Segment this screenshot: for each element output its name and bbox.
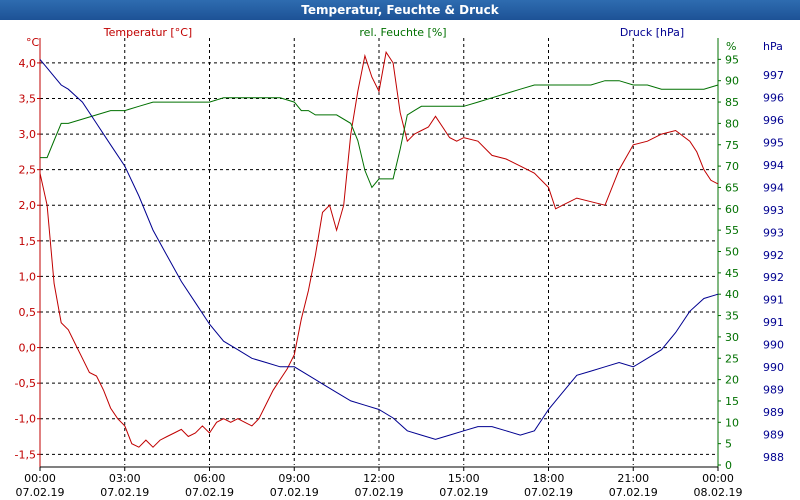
humidity-tick-label: 0 xyxy=(725,459,732,472)
axes-group: -1,5 -1,0 -0,5 0,0 0,5 1,0 1,5 2,0 2,5 3,0 3,5 4,0 0… xyxy=(15,53,784,499)
pressure-tick-label: 989 xyxy=(763,384,784,397)
humidity-tick-label: 15 xyxy=(725,395,739,408)
pressure-tick-label: 996 xyxy=(763,91,784,104)
x-tick-date-label: 07.02.19 xyxy=(100,486,149,499)
temperature-axis-label: Temperatur [°C] xyxy=(103,26,192,39)
humidity-tick-label: 45 xyxy=(725,267,739,280)
humidity-tick-label: 55 xyxy=(725,224,739,237)
temperature-tick-label: -1,5 xyxy=(15,448,36,461)
humidity-axis-label: rel. Feuchte [%] xyxy=(359,26,446,39)
x-tick-date-label: 07.02.19 xyxy=(16,486,65,499)
humidity-tick-label: 95 xyxy=(725,53,739,66)
temperature-tick-label: -1,0 xyxy=(15,413,36,426)
humidity-tick-label: 50 xyxy=(725,246,739,259)
temperature-tick-label: 1,0 xyxy=(19,270,37,283)
chart-title-bar: Temperatur, Feuchte & Druck xyxy=(0,0,800,21)
temperature-tick-label: 2,5 xyxy=(19,164,37,177)
humidity-tick-label: 75 xyxy=(725,139,739,152)
pressure-tick-label: 989 xyxy=(763,406,784,419)
pressure-tick-label: 992 xyxy=(763,271,784,284)
humidity-tick-label: 90 xyxy=(725,75,739,88)
humidity-tick-label: 10 xyxy=(725,416,739,429)
humidity-tick-label: 35 xyxy=(725,310,739,323)
x-tick-time-label: 18:00 xyxy=(533,472,565,485)
x-tick-date-label: 07.02.19 xyxy=(270,486,319,499)
temperature-axis-unit: °C xyxy=(26,36,40,49)
temperature-tick-label: 4,0 xyxy=(19,57,37,70)
temperature-tick-label: 0,0 xyxy=(19,342,37,355)
pressure-axis-unit: hPa xyxy=(763,40,783,53)
temperature-tick-label: 2,0 xyxy=(19,199,37,212)
pressure-tick-label: 992 xyxy=(763,249,784,262)
pressure-series-line xyxy=(39,59,719,440)
pressure-tick-label: 993 xyxy=(763,204,784,217)
temperature-tick-label: 1,5 xyxy=(19,235,37,248)
humidity-tick-label: 25 xyxy=(725,352,739,365)
pressure-tick-label: 996 xyxy=(763,114,784,127)
pressure-tick-label: 994 xyxy=(763,159,784,172)
pressure-tick-label: 991 xyxy=(763,316,784,329)
temperature-tick-label: 3,0 xyxy=(19,128,37,141)
humidity-tick-label: 70 xyxy=(725,160,739,173)
pressure-tick-label: 995 xyxy=(763,136,784,149)
chart-title: Temperatur, Feuchte & Druck xyxy=(301,3,499,17)
x-tick-date-label: 07.02.19 xyxy=(609,486,658,499)
x-tick-time-label: 00:00 xyxy=(24,472,56,485)
pressure-tick-label: 989 xyxy=(763,429,784,442)
humidity-tick-label: 80 xyxy=(725,117,739,130)
humidity-series-line xyxy=(40,80,719,189)
pressure-tick-label: 988 xyxy=(763,451,784,464)
pressure-tick-label: 991 xyxy=(763,294,784,307)
x-tick-time-label: 12:00 xyxy=(363,472,395,485)
chart-background xyxy=(0,20,800,500)
x-tick-time-label: 00:00 xyxy=(702,472,734,485)
x-tick-time-label: 21:00 xyxy=(617,472,649,485)
humidity-tick-label: 20 xyxy=(725,374,739,387)
chart-area: -1,5 -1,0 -0,5 0,0 0,5 1,0 1,5 2,0 2,5 3,0 3,5 4,0 0… xyxy=(0,20,800,500)
humidity-tick-label: 5 xyxy=(725,438,732,451)
pressure-axis-label: Druck [hPa] xyxy=(620,26,684,39)
series-group xyxy=(39,50,719,448)
grid xyxy=(40,38,718,465)
x-tick-time-label: 06:00 xyxy=(194,472,226,485)
x-tick-date-label: 07.02.19 xyxy=(439,486,488,499)
temperature-series-line xyxy=(39,50,719,448)
pressure-tick-label: 993 xyxy=(763,226,784,239)
humidity-axis-unit: % xyxy=(726,40,736,53)
x-tick-date-label: 07.02.19 xyxy=(185,486,234,499)
humidity-tick-label: 30 xyxy=(725,331,739,344)
x-tick-time-label: 15:00 xyxy=(448,472,480,485)
pressure-tick-label: 990 xyxy=(763,339,784,352)
humidity-tick-label: 85 xyxy=(725,96,739,109)
humidity-tick-label: 60 xyxy=(725,203,739,216)
pressure-tick-label: 994 xyxy=(763,181,784,194)
pressure-tick-label: 997 xyxy=(763,69,784,82)
humidity-tick-label: 40 xyxy=(725,288,739,301)
pressure-tick-label: 990 xyxy=(763,361,784,374)
x-tick-time-label: 09:00 xyxy=(278,472,310,485)
x-tick-date-label: 07.02.19 xyxy=(355,486,404,499)
x-tick-date-label: 07.02.19 xyxy=(524,486,573,499)
temperature-tick-label: 0,5 xyxy=(19,306,37,319)
x-tick-date-label: 08.02.19 xyxy=(694,486,743,499)
humidity-tick-label: 65 xyxy=(725,181,739,194)
temperature-tick-label: -0,5 xyxy=(15,377,36,390)
x-tick-time-label: 03:00 xyxy=(109,472,141,485)
temperature-tick-label: 3,5 xyxy=(19,92,37,105)
